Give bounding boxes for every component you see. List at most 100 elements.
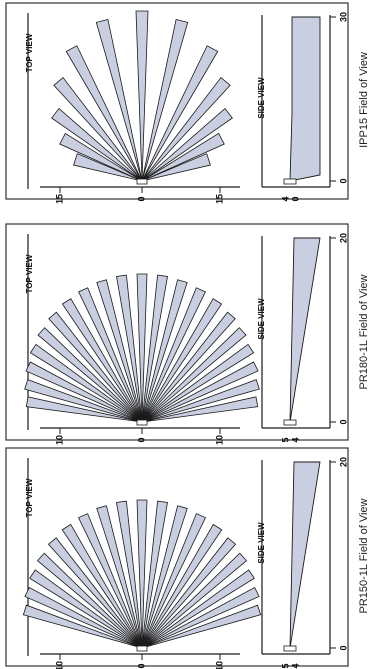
top-beam — [141, 396, 259, 423]
side-view: SIDE VIEW 5 4 0 20 — [257, 233, 348, 443]
top-beam — [141, 343, 255, 423]
top-beam — [141, 552, 248, 649]
top-axis-tick-label: 15 — [214, 194, 224, 204]
top-beam — [48, 311, 143, 423]
top-axis-tick-label: 0 — [136, 437, 146, 442]
panel-caption: PR180-1L Field of View — [358, 274, 370, 389]
top-beam — [141, 500, 168, 649]
top-beam — [29, 569, 143, 649]
top-beam — [141, 327, 247, 423]
sensor-icon — [136, 645, 148, 652]
side-y-tick-label: 4 — [280, 196, 290, 201]
side-y-tick-label: 4 — [290, 437, 300, 442]
top-beam — [116, 274, 143, 423]
side-beam — [289, 237, 321, 423]
side-view-label: SIDE VIEW — [257, 77, 266, 119]
top-beam — [59, 132, 143, 182]
top-beam — [141, 586, 260, 649]
top-beam — [24, 586, 143, 649]
top-beam — [141, 537, 237, 649]
side-x-tick-label: 20 — [338, 457, 348, 467]
side-beam — [289, 461, 321, 649]
side-y-tick-label: 5 — [280, 663, 290, 668]
top-axis-tick-label: 10 — [214, 435, 224, 445]
panel-3: PR150-1L Field of View 10 0 10 TOP VIEW SIDE … — [5, 447, 370, 669]
top-beam — [61, 523, 143, 649]
top-beam — [141, 311, 236, 423]
top-view: 10 0 10 TOP VIEW — [22, 458, 262, 669]
top-beam — [141, 18, 189, 182]
side-y-tick-label: 4 — [290, 663, 300, 668]
side-sensor-icon — [283, 645, 297, 652]
top-beam — [141, 132, 225, 182]
top-beam — [22, 604, 143, 649]
side-x-tick-label: 20 — [338, 233, 348, 243]
top-beam — [47, 537, 143, 649]
top-beam — [29, 343, 143, 423]
side-view-label: SIDE VIEW — [257, 522, 266, 564]
top-beam — [25, 396, 143, 423]
side-view-label: SIDE VIEW — [257, 298, 266, 340]
top-beam — [136, 273, 148, 423]
top-beam — [141, 287, 206, 423]
side-x-tick-label: 0 — [338, 419, 348, 424]
top-beam — [141, 569, 255, 649]
top-view-label: TOP VIEW — [25, 33, 34, 72]
side-x-tick-label: 0 — [338, 645, 348, 650]
top-beam — [116, 500, 143, 649]
top-beam — [96, 505, 143, 649]
top-beam — [78, 287, 143, 423]
side-y-tick-label: 0 — [290, 196, 300, 201]
top-beam — [65, 45, 143, 182]
top-beam — [141, 107, 233, 182]
sensor-icon — [136, 178, 148, 185]
top-beam — [53, 76, 143, 182]
top-beam — [141, 45, 219, 182]
top-axis-tick-label: 10 — [214, 661, 224, 669]
top-beam — [141, 523, 223, 649]
side-x-tick-label: 0 — [338, 178, 348, 183]
top-beam — [141, 361, 259, 423]
top-axis-tick-label: 10 — [54, 661, 64, 669]
panel-2: PR180-1L Field of View 10 0 10 TOP VIEW SIDE … — [5, 223, 370, 445]
side-sensor-icon — [283, 178, 297, 185]
top-beam — [95, 18, 143, 182]
top-beam — [24, 379, 143, 423]
top-beam — [136, 499, 148, 649]
top-beam — [77, 513, 143, 649]
top-beam — [96, 279, 143, 423]
top-beam — [141, 153, 211, 182]
panel-caption: IPP15 Field of View — [358, 52, 370, 148]
side-beam — [289, 16, 321, 182]
top-axis-tick-label: 0 — [136, 663, 146, 668]
top-beam — [51, 107, 143, 182]
top-view-label: TOP VIEW — [25, 254, 34, 293]
top-view-label: TOP VIEW — [25, 478, 34, 517]
side-view: SIDE VIEW 5 4 0 20 — [257, 457, 348, 669]
top-beam — [141, 513, 207, 649]
top-axis-tick-label: 15 — [54, 194, 64, 204]
side-y-tick-label: 5 — [280, 437, 290, 442]
top-beam — [141, 604, 262, 649]
top-beam — [25, 361, 143, 423]
top-view: 10 0 10 TOP VIEW — [24, 234, 260, 445]
top-beam — [36, 552, 143, 649]
top-beam — [141, 298, 223, 423]
panel-caption: PR150-1L Field of View — [358, 498, 370, 613]
top-beam — [141, 274, 168, 423]
top-beam — [73, 153, 143, 182]
side-sensor-icon — [283, 419, 297, 426]
top-axis-tick-label: 0 — [136, 196, 146, 201]
top-view: 15 0 15 TOP VIEW — [25, 10, 240, 204]
top-beam — [135, 10, 149, 182]
top-beam — [141, 279, 188, 423]
side-x-tick-label: 30 — [338, 12, 348, 22]
top-beam — [37, 327, 143, 423]
sensor-icon — [136, 419, 148, 426]
top-beam — [141, 76, 231, 182]
panel-1: IPP15 Field of View 15 0 15 TOP VIEW SIDE VIE… — [5, 2, 370, 204]
top-beam — [141, 379, 260, 423]
top-beam — [141, 505, 188, 649]
